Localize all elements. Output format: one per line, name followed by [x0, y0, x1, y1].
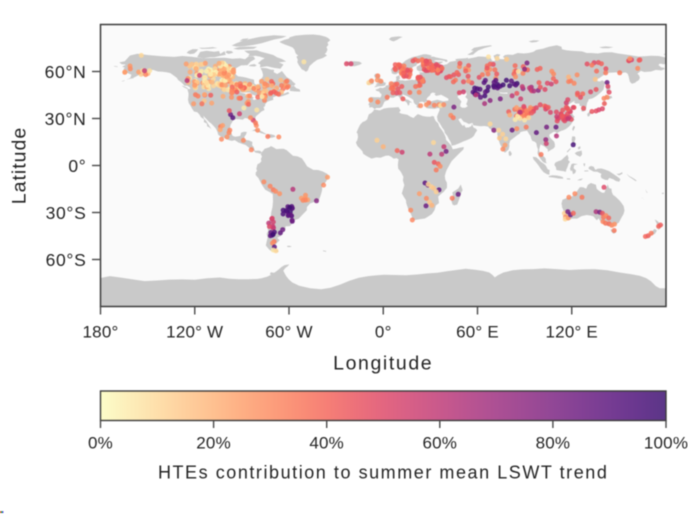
svg-text:Latitude: Latitude: [8, 127, 30, 204]
svg-text:HTEs contribution to summer me: HTEs contribution to summer mean LSWT tr…: [158, 463, 608, 483]
svg-text:30°S: 30°S: [46, 203, 87, 223]
svg-text:0°: 0°: [68, 156, 86, 176]
svg-text:40%: 40%: [309, 434, 344, 453]
svg-text:180°: 180°: [83, 323, 119, 342]
svg-text:0°: 0°: [375, 323, 392, 342]
svg-text:60%: 60%: [422, 434, 457, 453]
svg-text:60° E: 60° E: [456, 323, 499, 342]
svg-text:120° E: 120° E: [546, 323, 598, 342]
svg-text:80%: 80%: [536, 434, 571, 453]
svg-text:60° W: 60° W: [265, 323, 312, 342]
svg-text:Longitude: Longitude: [333, 353, 433, 375]
svg-text:60°N: 60°N: [45, 62, 87, 82]
svg-text:30°N: 30°N: [45, 109, 87, 129]
svg-text:0%: 0%: [88, 434, 113, 453]
svg-text:20%: 20%: [196, 434, 231, 453]
svg-text:100%: 100%: [644, 434, 688, 453]
svg-text:60°S: 60°S: [46, 250, 87, 270]
svg-text:120° W: 120° W: [166, 323, 223, 342]
